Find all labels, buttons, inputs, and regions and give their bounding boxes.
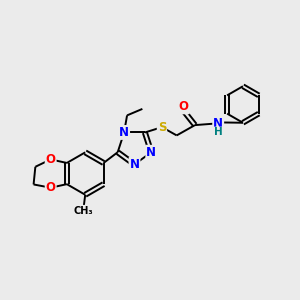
Text: CH₃: CH₃ [74,206,94,216]
Text: N: N [119,126,129,139]
Text: O: O [46,181,56,194]
Text: O: O [179,100,189,113]
Text: O: O [46,153,56,166]
Text: N: N [130,158,140,171]
Text: S: S [158,121,166,134]
Text: N: N [146,146,156,159]
Text: N: N [213,117,223,130]
Text: H: H [214,128,223,137]
